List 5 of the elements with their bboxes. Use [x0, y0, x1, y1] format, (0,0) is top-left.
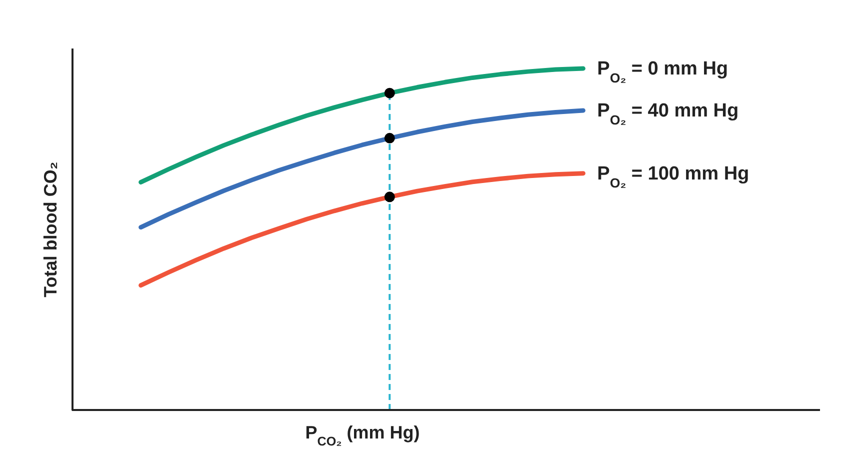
x-axis-title: P$_{CO₂}$ (mm Hg): [305, 422, 420, 448]
series-label: P$_{O₂}$ = 100 mm Hg: [597, 163, 750, 190]
y-axis-title: Total blood CO₂: [40, 162, 60, 298]
series-label: P$_{O₂}$ = 40 mm Hg: [597, 100, 739, 127]
series-label: P$_{O₂}$ = 0 mm Hg: [597, 58, 728, 85]
